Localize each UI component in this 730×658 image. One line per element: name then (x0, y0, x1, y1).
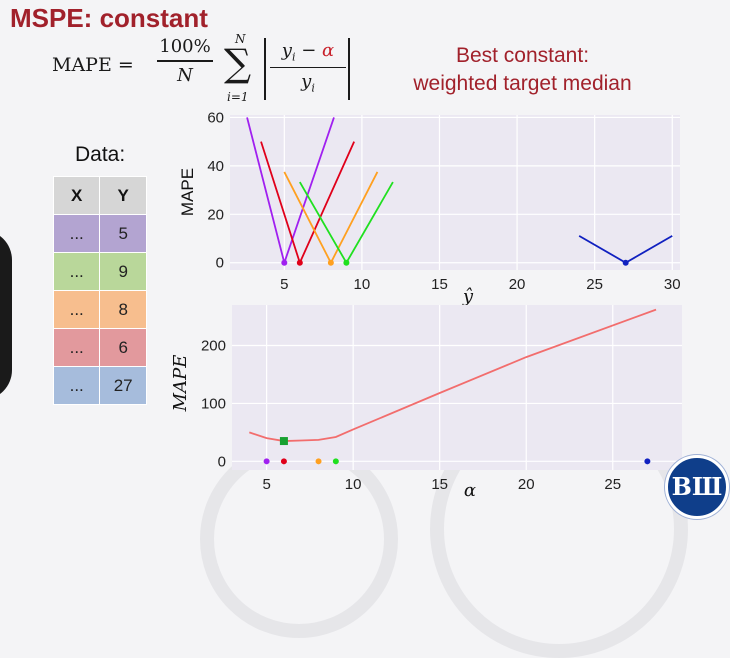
y-tick-label: 200 (201, 338, 226, 355)
y-axis-label: MAPE (178, 168, 197, 216)
x-tick-label: 5 (262, 476, 270, 493)
hse-logo: ВШ (665, 455, 729, 519)
abs-den-sub: i (311, 81, 315, 95)
x-tick-label: 25 (586, 276, 603, 293)
abs-bar-right (348, 38, 350, 100)
y-axis-label: MAPE (170, 355, 191, 413)
series-line (249, 308, 657, 442)
x-tick-label: 30 (664, 276, 681, 293)
table-cell-y: 6 (99, 328, 147, 367)
data-point (296, 259, 303, 266)
table-cell-x: ... (52, 214, 101, 253)
table-cell-y: 9 (99, 252, 147, 291)
y-tick-label: 60 (207, 109, 224, 126)
fraction-bar (157, 60, 213, 62)
x-axis-label: α (464, 480, 476, 501)
sum-upper-limit: N (235, 32, 246, 46)
table-cell-x: ... (52, 290, 101, 329)
abs-numerator: yi − α (270, 40, 346, 64)
slide-title: MSPE: constant (10, 3, 208, 33)
data-label: Data: (75, 143, 126, 166)
sum-lower-limit: i=1 (227, 90, 249, 104)
abs-denominator: yi (270, 71, 346, 95)
table-header-x: X (52, 176, 101, 215)
x-tick-label: 25 (604, 476, 621, 493)
x-tick-label: 5 (280, 276, 288, 293)
table-cell-x: ... (52, 252, 101, 291)
formula-fraction-denominator: N (177, 64, 193, 86)
table-row: ... 5 (52, 214, 147, 253)
table-cell-y: 5 (99, 214, 147, 253)
data-point (622, 259, 629, 266)
x-tick-label: 15 (431, 476, 448, 493)
y-tick-label: 20 (207, 206, 224, 223)
y-tick-label: 40 (207, 158, 224, 175)
data-point (315, 458, 322, 465)
abs-den-y: y (301, 71, 312, 93)
x-tick-label: 20 (518, 476, 535, 493)
x-tick-label: 15 (431, 276, 448, 293)
sum-sign: ∑ (224, 41, 252, 85)
data-point (343, 259, 350, 266)
data-point (280, 458, 287, 465)
table-row: ... 8 (52, 290, 147, 329)
x-tick-label: 10 (354, 276, 371, 293)
plot-area (232, 305, 682, 470)
y-tick-label: 0 (216, 255, 224, 272)
data-table: X Y ... 5... 9... 8... 6... 27 (52, 176, 147, 405)
formula-fraction: 100% N (157, 36, 213, 86)
abs-fraction-bar (270, 66, 346, 69)
data-point (327, 259, 334, 266)
x-tick-label: 10 (345, 476, 362, 493)
data-point (332, 458, 339, 465)
data-point (281, 259, 288, 266)
abs-fraction: yi − α yi (270, 40, 346, 95)
table-row: ... 27 (52, 366, 147, 405)
best-constant-line2: weighted target median (413, 72, 632, 95)
alpha-symbol: α (322, 40, 335, 61)
table-cell-x: ... (52, 328, 101, 367)
presenter-silhouette (0, 230, 12, 400)
table-row: ... 9 (52, 252, 147, 291)
y-tick-label: 0 (218, 453, 226, 470)
abs-num-minus: − (295, 40, 323, 61)
formula-lhs: MAPE = (52, 54, 134, 76)
x-tick-label: 20 (509, 276, 526, 293)
min-marker (279, 437, 288, 446)
abs-num-sub: i (291, 50, 296, 64)
table-row: ... 6 (52, 328, 147, 367)
plot-area (230, 115, 680, 270)
formula-fraction-numerator: 100% (159, 36, 211, 57)
data-point (644, 458, 651, 465)
best-constant-caption: Best constant: weighted target median (400, 42, 645, 98)
y-tick-label: 100 (201, 395, 226, 412)
abs-bar-left (264, 38, 266, 100)
table-cell-y: 8 (99, 290, 147, 329)
mape-formula: MAPE = 100% N N ∑ i=1 yi − α yi (52, 30, 362, 110)
table-cell-x: ... (52, 366, 101, 405)
charts-canvas: 5 10 15 20 25 30 0 20 40 60 MAPE ŷ 5 10 15 20 25 0 100 200 M… (170, 109, 682, 501)
x-axis-label: ŷ (462, 286, 474, 307)
best-constant-line1: Best constant: (455, 44, 590, 67)
abs-num-y: y (281, 40, 292, 61)
table-cell-y: 27 (99, 366, 147, 405)
data-point (263, 458, 270, 465)
